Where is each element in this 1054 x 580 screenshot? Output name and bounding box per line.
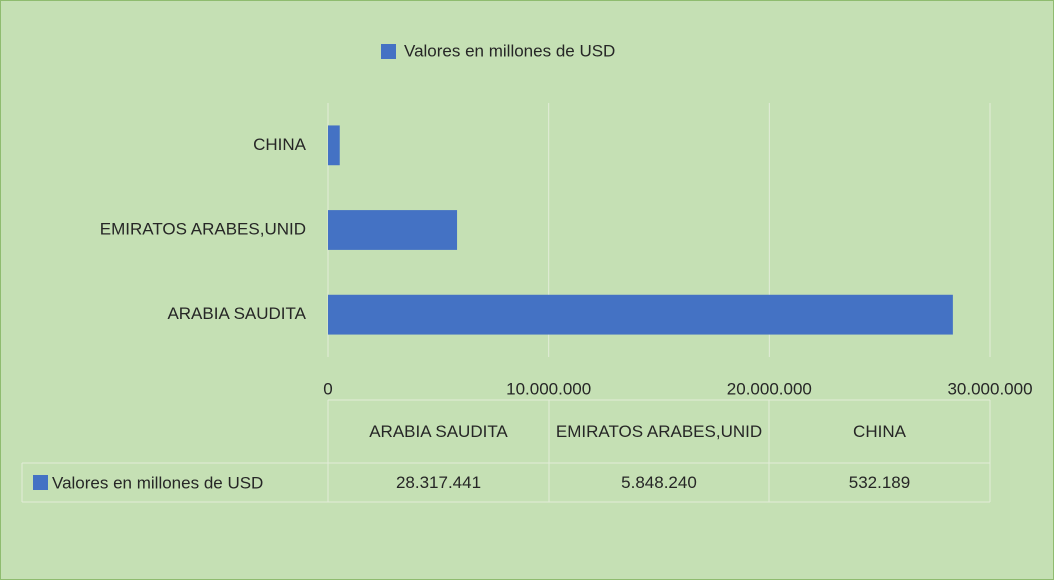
x-tick-label: 0	[323, 379, 332, 398]
table-series-label: Valores en millones de USD	[52, 473, 263, 492]
legend-swatch	[381, 44, 396, 59]
legend-swatch	[33, 475, 48, 490]
table-value: 5.848.240	[621, 472, 697, 492]
table-header: EMIRATOS ARABES,UNID	[555, 421, 763, 441]
x-tick-label: 30.000.000	[947, 379, 1032, 398]
x-tick-label: 20.000.000	[727, 379, 812, 398]
table-value: 532.189	[848, 472, 911, 492]
bar	[328, 125, 340, 166]
y-tick-label: EMIRATOS ARABES,UNID	[100, 219, 306, 238]
y-tick-label: CHINA	[253, 135, 307, 154]
legend-label: Valores en millones de USD	[404, 41, 615, 60]
bar	[328, 210, 458, 250]
bar	[328, 294, 953, 335]
table-header: ARABIA SAUDITA	[369, 421, 508, 441]
table-header: CHINA	[853, 421, 906, 441]
table-value: 28.317.441	[395, 472, 482, 492]
y-tick-label: ARABIA SAUDITA	[167, 304, 306, 323]
x-tick-label: 10.000.000	[506, 379, 591, 398]
